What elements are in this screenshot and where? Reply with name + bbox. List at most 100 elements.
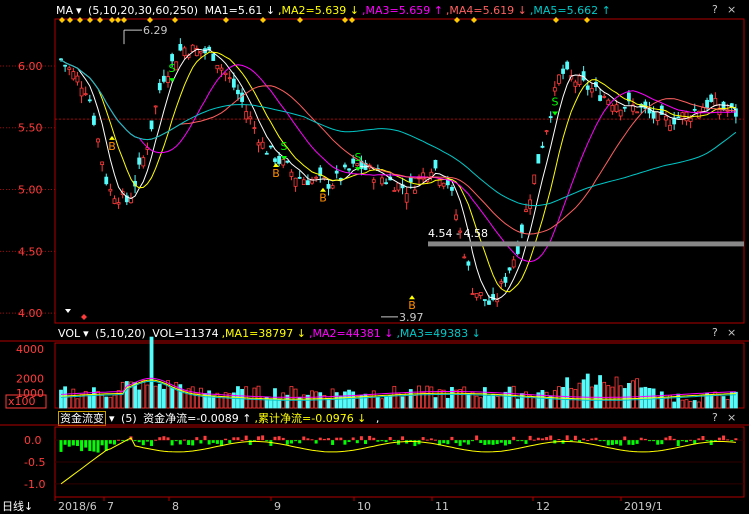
volume-bar — [166, 380, 170, 409]
volume-bar — [696, 401, 701, 409]
candle-body — [433, 159, 438, 169]
cumulative-flow-line — [60, 437, 736, 485]
volume-bar — [59, 389, 63, 409]
flow-bar — [63, 440, 67, 445]
flow-bar — [392, 440, 396, 442]
flow-bar — [199, 440, 203, 444]
candle-body — [170, 54, 175, 62]
x-tick-label: 10 — [357, 500, 371, 513]
candle-body — [655, 111, 660, 122]
moving-average-line — [60, 51, 736, 293]
flow-bar — [257, 436, 261, 441]
volume-bar — [594, 384, 598, 409]
flow-bar — [335, 437, 339, 441]
period-selector[interactable]: 日线↓ — [2, 498, 33, 514]
flow-bar — [623, 436, 627, 441]
candle-body — [528, 199, 533, 209]
flow-bar — [96, 440, 100, 453]
volume-bar — [112, 394, 117, 409]
flow-bar — [594, 437, 598, 441]
dropdown-arrow-icon[interactable]: ▾ — [76, 4, 82, 17]
volume-bar — [606, 385, 611, 409]
flow-values: 资金净流=-0.0089 ↑ ,累计净流=-0.0976 ↓ — [143, 412, 369, 425]
dropdown-arrow-icon[interactable]: ▾ — [109, 412, 115, 425]
flow-bar — [664, 437, 668, 441]
period-arrow-icon[interactable]: ↓ — [24, 500, 34, 513]
flow-bar — [277, 436, 281, 441]
volume-bar — [264, 397, 269, 409]
flow-bar — [508, 440, 512, 445]
volume-bar — [285, 394, 290, 409]
candle-body — [701, 107, 705, 113]
flow-bar — [545, 437, 549, 441]
volume-bar — [161, 388, 166, 409]
y-tick-label: -1.0 — [24, 478, 45, 491]
flow-bar — [602, 440, 606, 442]
help-icon[interactable]: ? — [712, 3, 718, 16]
candle-body — [495, 299, 500, 303]
event-diamond-icon — [584, 17, 590, 23]
volume-bar — [153, 385, 158, 409]
volume-bar — [215, 392, 220, 409]
flow-bar — [693, 440, 697, 445]
candle-body — [260, 141, 265, 149]
volume-bar — [120, 381, 125, 409]
y-tick-label: 4000 — [16, 343, 44, 356]
flow-bar — [108, 440, 112, 444]
flow-bar — [191, 440, 195, 446]
indicator-name[interactable]: VOL — [58, 327, 81, 340]
volume-bar — [87, 394, 92, 409]
candle-body — [709, 94, 714, 102]
event-diamond-icon — [67, 17, 73, 23]
candle-body — [487, 300, 491, 305]
volume-bar — [273, 388, 277, 409]
volume-bar — [499, 394, 504, 409]
flow-bar — [483, 440, 487, 445]
candle-body — [67, 67, 72, 70]
volume-bar — [713, 391, 718, 409]
indicator-name[interactable]: MA — [56, 4, 74, 17]
flow-bar — [100, 440, 104, 446]
close-icon[interactable]: × — [727, 411, 737, 424]
help-icon[interactable]: ? — [712, 326, 718, 339]
dropdown-arrow-icon[interactable]: ▾ — [83, 327, 89, 340]
volume-bar — [626, 382, 631, 409]
candle-body — [219, 67, 224, 71]
candle-body — [71, 71, 76, 80]
flow-bar — [141, 440, 145, 446]
volume-bar — [108, 396, 113, 409]
indicator-value: ,MA2=5.639 ↓ — [278, 4, 359, 17]
volume-bar — [413, 395, 417, 409]
candle-body — [293, 177, 298, 187]
flow-bar — [709, 440, 713, 446]
vol-header: VOL ▾ (5,10,20) VOL=11374 ,MA1=38797 ↓ ,MA2… — [0, 325, 749, 342]
candle-body — [557, 74, 561, 84]
moving-average-line — [60, 59, 736, 235]
flow-bar — [635, 440, 639, 444]
indicator-name[interactable]: 资金流变 — [58, 411, 106, 426]
close-icon[interactable]: × — [727, 3, 737, 16]
candle-body — [589, 88, 594, 93]
volume-bar — [684, 399, 689, 409]
candle-body — [351, 158, 356, 164]
flow-bar — [524, 440, 528, 444]
low-label: 3.97 — [399, 311, 424, 324]
volume-bar — [83, 391, 88, 409]
flow-bar — [170, 440, 174, 446]
candle-body — [437, 178, 442, 186]
flow-bar — [701, 436, 705, 441]
period-label[interactable]: 日线 — [2, 500, 24, 513]
close-icon[interactable]: × — [727, 326, 737, 339]
candle-body — [635, 111, 640, 114]
buy-arrow-icon — [109, 135, 115, 140]
candle-body — [380, 177, 384, 185]
volume-bar — [223, 392, 228, 409]
flow-bar — [672, 438, 676, 441]
candle-body — [79, 87, 84, 97]
flow-bar — [627, 440, 631, 445]
x-tick-label: 2018/6 — [58, 500, 97, 513]
help-icon[interactable]: ? — [712, 411, 718, 424]
candle-body — [326, 184, 331, 189]
volume-bar — [565, 377, 570, 409]
